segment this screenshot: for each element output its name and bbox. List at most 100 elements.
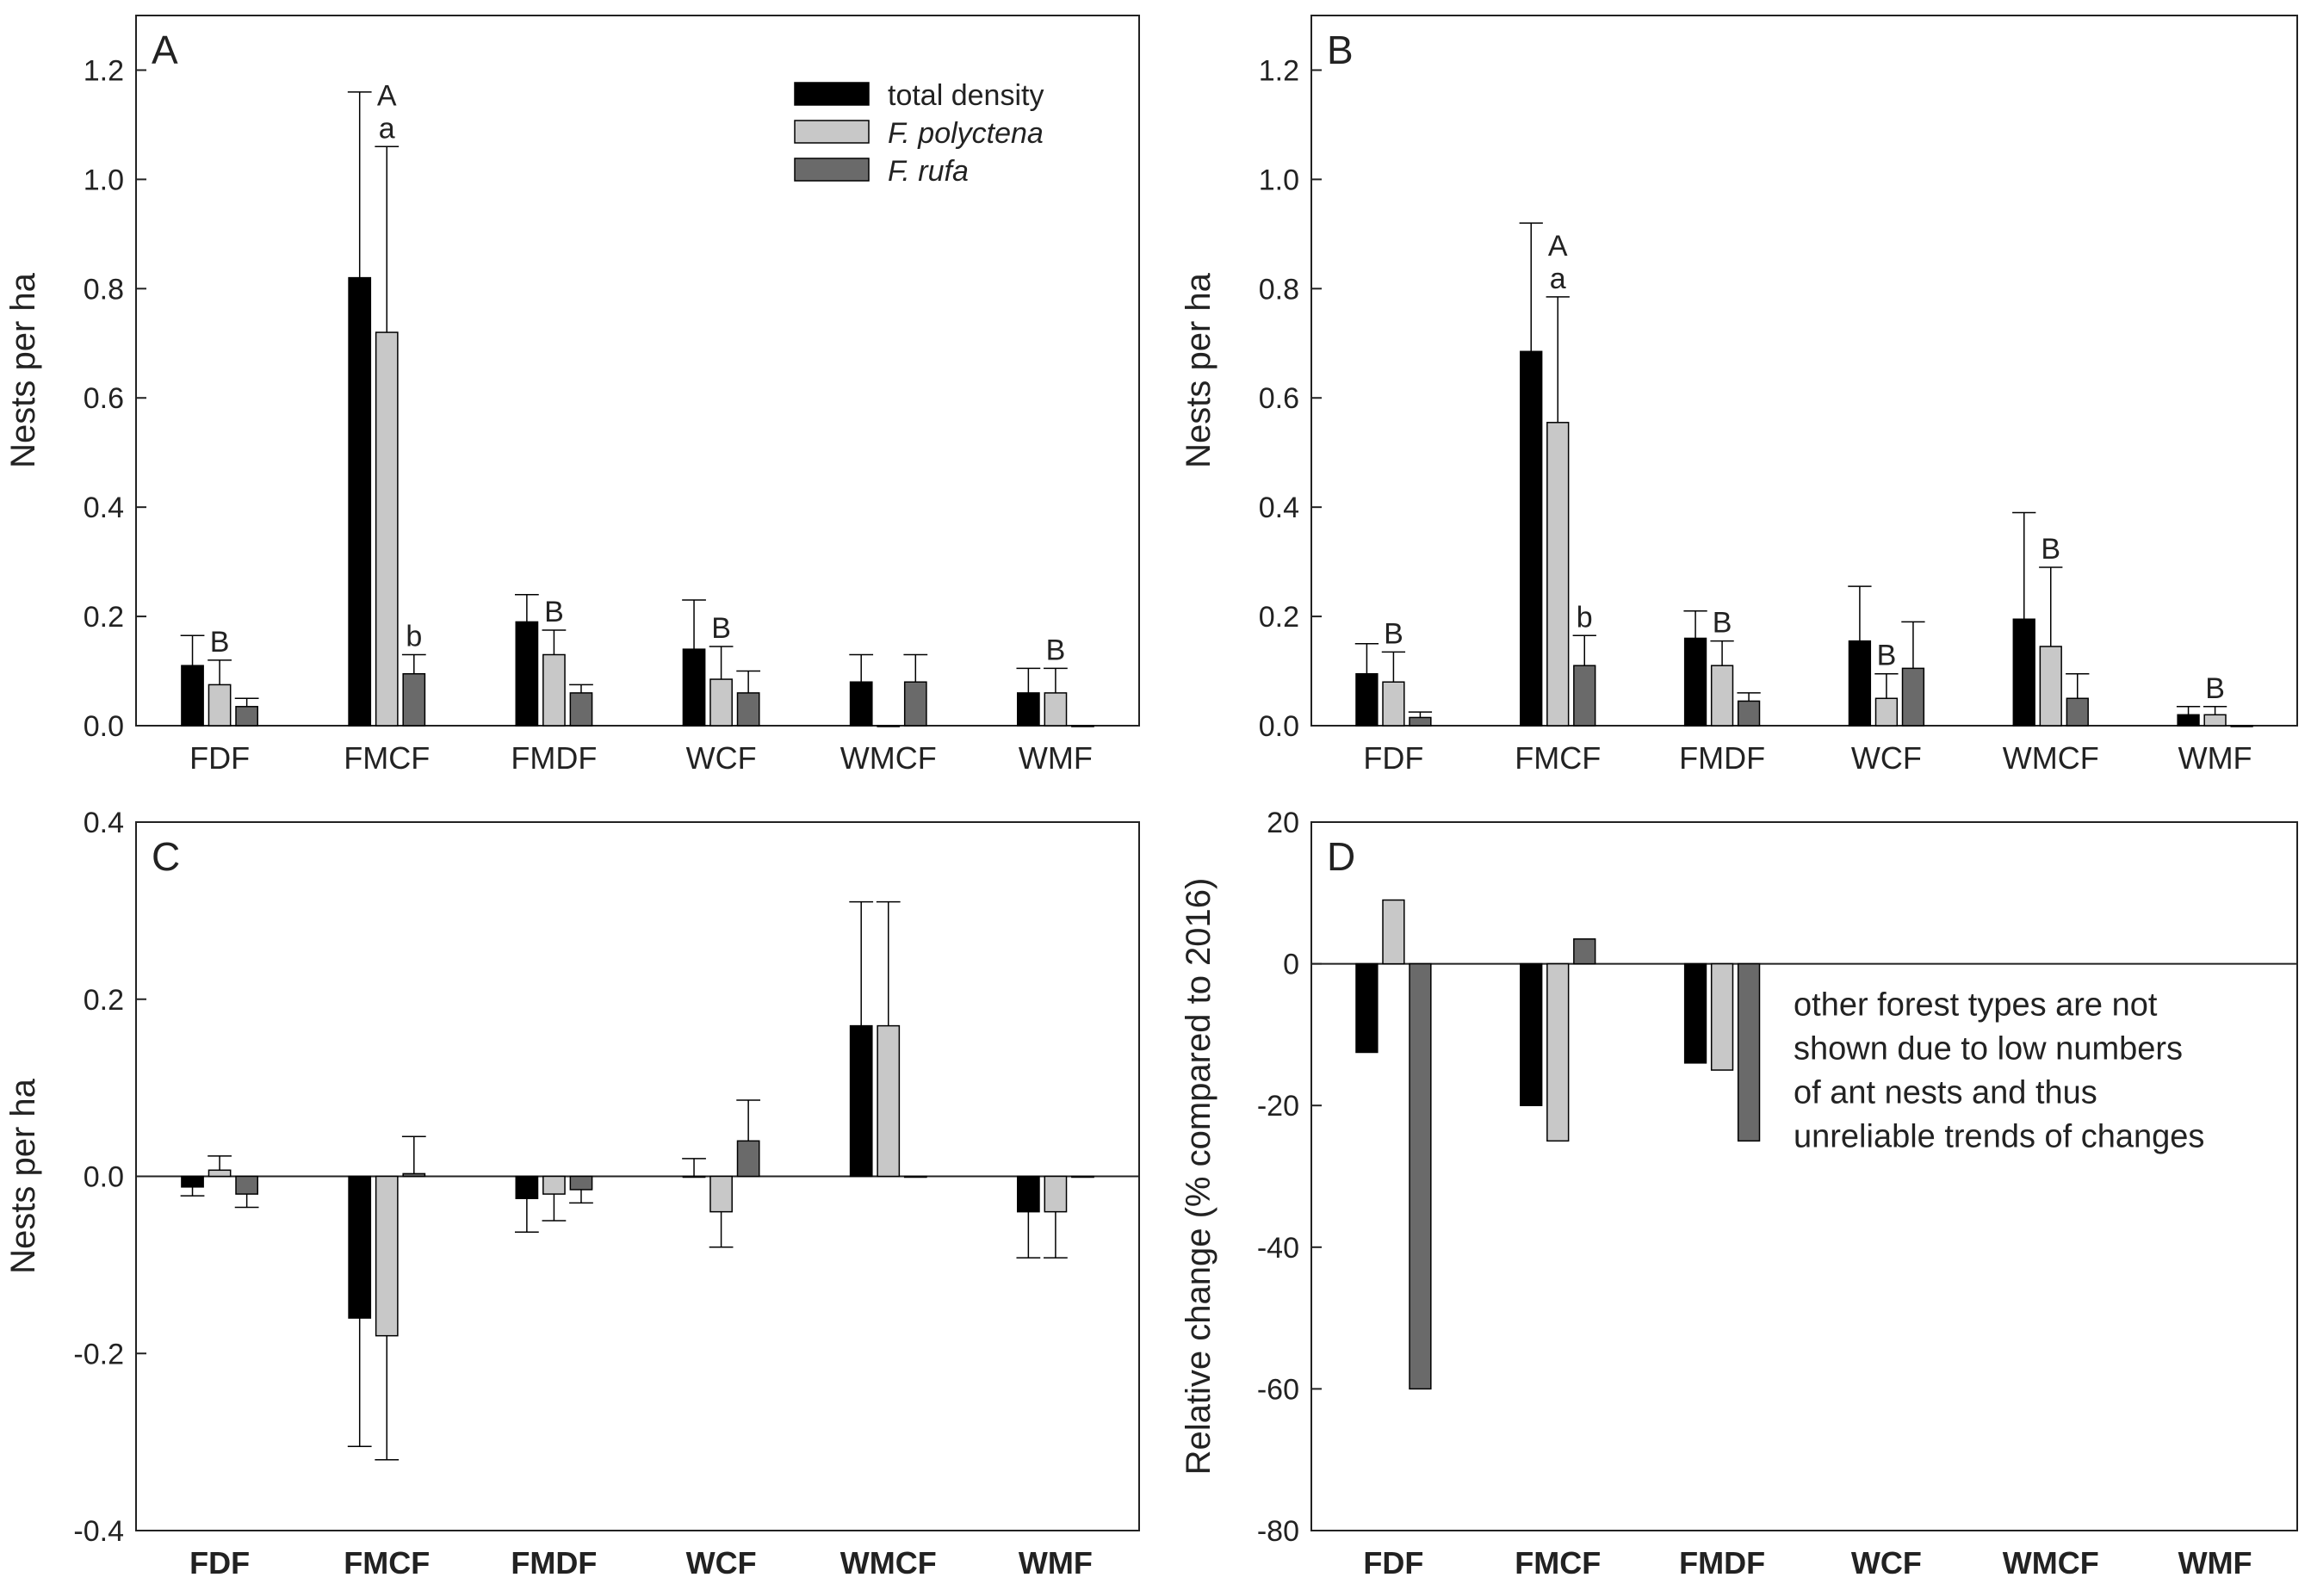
y-tick-label: 1.2 [84, 54, 124, 87]
y-tick-label: 0.2 [1259, 601, 1299, 634]
significance-label: a [379, 112, 395, 145]
bar-polyctena [877, 1024, 901, 1178]
legend-swatch-polyctena [794, 120, 870, 144]
bar-total [348, 1175, 372, 1319]
bar-polyctena [1546, 422, 1570, 727]
bar-total [2012, 618, 2035, 727]
significance-label: b [1577, 601, 1593, 634]
bar-polyctena [1546, 962, 1570, 1142]
bar-polyctena [1710, 962, 1734, 1071]
significance-label: B [2205, 672, 2225, 705]
y-tick-label: 1.2 [1259, 54, 1299, 87]
y-axis-title: Nests per ha [4, 272, 42, 468]
bar-polyctena [1382, 681, 1405, 727]
bar-total [515, 1175, 539, 1199]
bar-rufa [1901, 667, 1925, 727]
bar-rufa [402, 1172, 426, 1178]
x-category-label: FMDF [511, 740, 597, 776]
x-category-label: FMDF [511, 1545, 597, 1581]
significance-label: b [406, 621, 422, 653]
x-category-label: WCF [686, 740, 757, 776]
legend-swatch-total [794, 82, 870, 106]
plot-frame [135, 15, 1140, 727]
significance-label: A [377, 79, 397, 112]
plot-frame [1310, 15, 2298, 727]
bar-total [1355, 962, 1379, 1054]
bar-total [515, 621, 539, 727]
x-category-label: WMF [1019, 1545, 1093, 1581]
bar-polyctena [2203, 714, 2227, 727]
x-category-label: WMF [1019, 740, 1093, 776]
bar-rufa [1573, 665, 1596, 727]
y-tick-label: 0.2 [84, 601, 124, 634]
bar-rufa [1409, 716, 1432, 727]
y-tick-label: 0.8 [84, 273, 124, 306]
x-category-label: FDF [189, 1545, 250, 1581]
bar-rufa [903, 681, 927, 727]
bar-polyctena [375, 331, 399, 727]
bar-rufa [402, 672, 426, 727]
bar-rufa [569, 1175, 593, 1191]
plot-frame [1310, 821, 2298, 1531]
y-tick-label: 1.0 [84, 164, 124, 196]
bar-total [1016, 692, 1040, 727]
bar-total [849, 681, 873, 727]
bar-rufa [1573, 938, 1596, 965]
bar-rufa [2230, 725, 2253, 727]
bar-rufa [235, 706, 259, 727]
significance-label: B [544, 596, 564, 628]
bar-polyctena [709, 1175, 733, 1213]
bar-rufa [903, 1175, 927, 1178]
bar-polyctena [1710, 665, 1734, 727]
y-tick-label: 0.4 [1259, 492, 1299, 524]
bar-total [348, 276, 372, 727]
x-category-label: FMCF [1515, 740, 1601, 776]
x-category-label: WMF [2178, 740, 2252, 776]
bar-rufa [736, 1140, 760, 1178]
y-tick-label: 20 [1267, 807, 1299, 839]
x-category-label: FMCF [1515, 1545, 1601, 1581]
note-line: unreliable trends of changes [1794, 1119, 2204, 1155]
bar-rufa [1737, 700, 1761, 727]
y-tick-label: 0.8 [1259, 273, 1299, 306]
y-tick-label: 0 [1283, 949, 1299, 981]
x-category-label: FMDF [1679, 1545, 1765, 1581]
y-tick-label: 0.6 [84, 382, 124, 415]
significance-label: a [1550, 263, 1566, 295]
bar-polyctena [877, 725, 901, 727]
bar-total [1520, 350, 1543, 727]
panel-b: 0.0 0.2 0.4 0.6 0.8 1.0 1.2 FDF FMCF FMDF WCF WMCF W… [1180, 15, 2298, 776]
y-tick-label: -60 [1257, 1373, 1299, 1406]
y-tick-label: 0.2 [84, 984, 124, 1017]
bar-polyctena [542, 1175, 566, 1195]
significance-label: B [1046, 634, 1066, 666]
y-tick-label: 0.4 [84, 492, 124, 524]
significance-label: B [1877, 640, 1897, 672]
panel-a: 0.0 0.2 0.4 0.6 0.8 1.0 1.2 FDF FMCF FMDF WCF WMCF W… [4, 15, 1140, 776]
bar-total [849, 1024, 873, 1178]
legend-swatch-rufa [794, 158, 870, 182]
bar-rufa [1071, 1175, 1094, 1178]
bar-total [682, 648, 706, 727]
bar-polyctena [208, 684, 232, 727]
panel-c: -0.4 -0.2 0.0 0.2 0.4 FDF FMCF FMDF WCF WMCF WMF Ne… [4, 807, 1140, 1581]
x-category-label: FDF [189, 740, 250, 776]
y-tick-label: -0.2 [73, 1338, 124, 1370]
x-category-label: FMCF [344, 740, 430, 776]
bar-polyctena [542, 653, 566, 727]
y-tick-label: -80 [1257, 1515, 1299, 1548]
bar-total [181, 1175, 204, 1188]
note-line: other forest types are not [1794, 987, 2158, 1024]
x-category-label: WMCF [840, 1545, 937, 1581]
bar-rufa [2066, 697, 2089, 727]
legend-label: total density [888, 79, 1044, 112]
y-axis-title: Relative change (% compared to 2016) [1180, 878, 1217, 1475]
y-tick-label: 0.0 [1259, 710, 1299, 743]
y-tick-label: -0.4 [73, 1515, 124, 1548]
note-line: shown due to low numbers [1794, 1031, 2183, 1067]
bar-polyctena [375, 1175, 399, 1337]
bar-polyctena [2039, 646, 2062, 727]
x-category-label: WMCF [840, 740, 937, 776]
bar-total [682, 1175, 706, 1178]
